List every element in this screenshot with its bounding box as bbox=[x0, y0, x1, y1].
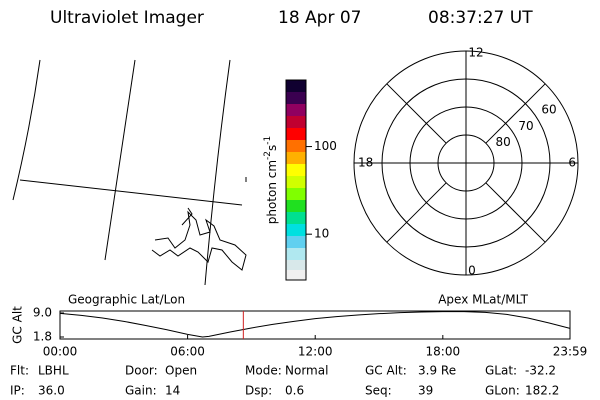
geographic-map bbox=[12, 59, 247, 286]
time: 08:37:27 UT bbox=[428, 8, 533, 28]
mlt-label: 6 bbox=[568, 156, 576, 170]
field-label: GLat: bbox=[485, 364, 517, 378]
altitude-frame bbox=[59, 310, 571, 340]
polar-diagonal bbox=[485, 83, 546, 144]
field-label: Door: bbox=[125, 364, 158, 378]
field-value: -32.2 bbox=[525, 364, 556, 378]
field-value: 3.9 Re bbox=[418, 364, 456, 378]
field-label: Seq: bbox=[365, 384, 392, 398]
y-axis-label: GC Alt bbox=[11, 306, 25, 344]
polar-diagonal bbox=[485, 182, 546, 243]
title: Ultraviolet Imager bbox=[50, 8, 204, 28]
x-tick-label: 06:00 bbox=[170, 345, 205, 359]
mlt-label: 12 bbox=[468, 46, 483, 60]
field-value: Normal bbox=[285, 364, 328, 378]
x-tick-label: 00:00 bbox=[43, 345, 78, 359]
field-label: Mode: bbox=[245, 364, 282, 378]
field-label: GC Alt: bbox=[365, 364, 407, 378]
colorbar-label: photon cm-2s-1 bbox=[263, 136, 279, 225]
x-tick-label: 18:00 bbox=[426, 345, 461, 359]
colorbar-tick-label: 10 bbox=[314, 227, 329, 241]
map-label: Geographic Lat/Lon bbox=[68, 293, 185, 307]
y-tick-label: 9.0 bbox=[33, 306, 52, 320]
x-tick-label: 12:00 bbox=[298, 345, 333, 359]
field-label: Dsp: bbox=[245, 384, 272, 398]
altitude-curve bbox=[59, 311, 571, 338]
field-value: 14 bbox=[165, 384, 180, 398]
colorbar: photon cm-2s-1 bbox=[263, 79, 307, 281]
polar-ring-label: 70 bbox=[518, 119, 533, 133]
field-value: Open bbox=[165, 364, 197, 378]
polar-ring-label: 80 bbox=[495, 135, 510, 149]
field-value: 0.6 bbox=[285, 384, 304, 398]
mlt-label: 0 bbox=[468, 264, 476, 278]
polar-ring-label: 60 bbox=[541, 103, 556, 117]
field-value: LBHL bbox=[38, 364, 69, 378]
mlt-label: 18 bbox=[358, 156, 373, 170]
field-label: Gain: bbox=[125, 384, 157, 398]
field-value: 182.2 bbox=[525, 384, 559, 398]
field-label: GLon: bbox=[485, 384, 520, 398]
polar-diagonal bbox=[386, 182, 447, 243]
date: 18 Apr 07 bbox=[278, 8, 361, 28]
field-value: 36.0 bbox=[38, 384, 65, 398]
field-label: IP: bbox=[10, 384, 25, 398]
x-tick-label: 23:59 bbox=[553, 345, 588, 359]
polar-diagonal bbox=[386, 83, 447, 144]
field-value: 39 bbox=[418, 384, 433, 398]
polar-label: Apex MLat/MLT bbox=[438, 293, 528, 307]
y-tick-label: 1.8 bbox=[33, 330, 52, 344]
colorbar-tick-label: 100 bbox=[314, 139, 337, 153]
field-label: Flt: bbox=[10, 364, 29, 378]
